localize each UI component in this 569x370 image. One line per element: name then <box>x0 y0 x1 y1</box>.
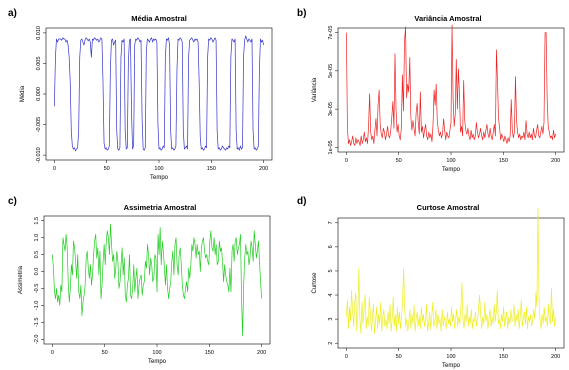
media-ytick-label: -0.010 <box>36 147 42 163</box>
media-xtick-label: 50 <box>104 166 110 172</box>
media-series-line <box>54 35 264 152</box>
assimetria-xtick-label: 100 <box>152 350 161 356</box>
variancia-ytick-label: 5e-05 <box>328 64 334 78</box>
variancia-xlabel: Tempo <box>442 167 461 173</box>
curtose-ytick-label: 5 <box>328 269 334 272</box>
variancia-ytick-label: 3e-05 <box>328 102 334 116</box>
variancia-series-line <box>346 24 556 146</box>
media-title: Média Amostral <box>131 14 187 23</box>
assimetria-ytick-label: 0.5 <box>34 251 40 259</box>
variancia-xtick-label: 50 <box>396 158 402 164</box>
variancia-title: Variância Amostral <box>414 14 481 23</box>
media-xtick-label: 100 <box>154 166 163 172</box>
curtose-xtick-label: 200 <box>551 354 560 360</box>
curtose-xtick-label: 150 <box>499 354 508 360</box>
curtose-ylabel: Curtose <box>312 272 318 294</box>
variancia-xtick-label: 150 <box>499 158 508 164</box>
curtose-ytick-label: 2 <box>328 342 334 345</box>
assimetria-ytick-label: -1.5 <box>34 318 40 327</box>
assimetria-ytick-label: 1.5 <box>34 217 40 225</box>
variancia-xtick-label: 100 <box>446 158 455 164</box>
curtose-ytick-label: 3 <box>328 318 334 321</box>
assimetria-ylabel: Assimetria <box>18 265 24 294</box>
panel-letter-a: a) <box>8 8 17 19</box>
assimetria-xtick-label: 200 <box>257 350 266 356</box>
assimetria-ytick-label: -2.0 <box>34 335 40 344</box>
media-ytick-label: 0.010 <box>36 26 42 40</box>
media-ytick-label: 0.005 <box>36 57 42 71</box>
variancia-ylabel: Variância <box>312 77 318 102</box>
assimetria-xtick-label: 50 <box>102 350 108 356</box>
assimetria-ytick-label: -1.0 <box>34 301 40 310</box>
assimetria-ytick-label: 0.0 <box>34 268 40 276</box>
assimetria-xtick-label: 0 <box>51 350 54 356</box>
panel-letter-c: c) <box>8 196 17 207</box>
curtose-xtick-label: 0 <box>345 354 348 360</box>
variancia-ytick-label: 1e-05 <box>328 140 334 154</box>
media-ytick-label: -0.005 <box>36 117 42 133</box>
panel-letter-d: d) <box>297 196 307 207</box>
assimetria-title: Assimetria Amostral <box>124 203 197 212</box>
panel-letter-b: b) <box>297 8 307 19</box>
assimetria-xlabel: Tempo <box>148 359 167 365</box>
media-ylabel: Média <box>20 85 26 102</box>
variancia-xtick-label: 200 <box>551 158 560 164</box>
media-plot-frame <box>45 27 273 161</box>
assimetria-ytick-label: 1.0 <box>34 234 40 242</box>
curtose-xtick-label: 100 <box>446 354 455 360</box>
media-xlabel: Tempo <box>150 175 169 181</box>
media-ytick-label: 0.000 <box>36 87 42 101</box>
curtose-title: Curtose Amostral <box>417 203 480 212</box>
media-xtick-label: 200 <box>259 166 268 172</box>
variancia-ytick-label: 7e-05 <box>328 26 334 40</box>
media-xtick-label: 0 <box>53 166 56 172</box>
curtose-ytick-label: 7 <box>328 221 334 224</box>
variancia-plot-frame <box>337 27 565 153</box>
assimetria-xtick-label: 150 <box>205 350 214 356</box>
curtose-xlabel: Tempo <box>442 363 461 369</box>
curtose-ytick-label: 6 <box>328 245 334 248</box>
assimetria-ytick-label: -0.5 <box>34 284 40 293</box>
variancia-xtick-label: 0 <box>345 158 348 164</box>
curtose-xtick-label: 50 <box>396 354 402 360</box>
assimetria-series-line <box>52 223 262 337</box>
curtose-ytick-label: 4 <box>328 294 334 297</box>
media-xtick-label: 150 <box>207 166 216 172</box>
curtose-series-line <box>346 208 556 334</box>
